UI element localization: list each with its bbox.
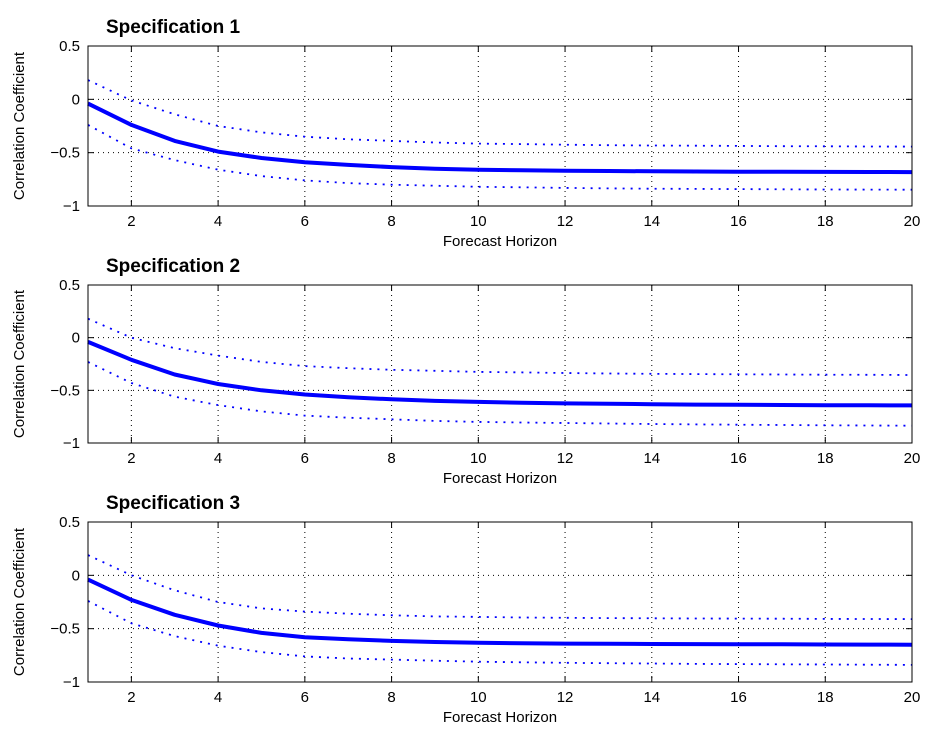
x-tick-label: 4 bbox=[214, 450, 222, 467]
lower-bound-line bbox=[87, 600, 913, 666]
x-tick-label: 12 bbox=[557, 213, 574, 230]
y-tick-label: −0.5 bbox=[50, 382, 80, 399]
x-tick-label: 6 bbox=[301, 450, 309, 467]
upper-bound-line bbox=[87, 79, 913, 148]
estimate-line bbox=[87, 577, 913, 647]
x-tick-label: 6 bbox=[301, 213, 309, 230]
x-tick-label: 8 bbox=[387, 689, 395, 706]
axes-frame bbox=[87, 284, 913, 444]
x-tick-label: 4 bbox=[214, 213, 222, 230]
x-tick-label: 16 bbox=[730, 213, 747, 230]
x-axis-label: Forecast Horizon bbox=[443, 470, 557, 487]
x-tick-label: 10 bbox=[470, 213, 487, 230]
y-tick-label: −1 bbox=[63, 435, 80, 452]
chart-panel-2: 2 4 6 8 10 12 14 16 18 20 0.5 0 −0.5 −1 Forecast Horiz… bbox=[11, 256, 920, 487]
x-axis-label: Forecast Horizon bbox=[443, 233, 557, 250]
y-tick-label: 0 bbox=[72, 330, 80, 347]
y-axis-label: Correlation Coefficient bbox=[11, 289, 28, 438]
x-tick-label: 18 bbox=[817, 450, 834, 467]
y-tick-label: 0 bbox=[72, 91, 80, 108]
panel-title: Specification 1 bbox=[106, 17, 241, 38]
lower-bound-line bbox=[87, 361, 913, 427]
y-tick-label: 0.5 bbox=[59, 38, 80, 55]
y-tick-label: 0 bbox=[72, 567, 80, 584]
x-tick-label: 14 bbox=[643, 213, 660, 230]
x-tick-label: 20 bbox=[904, 213, 921, 230]
estimate-line bbox=[87, 340, 913, 408]
x-tick-label: 18 bbox=[817, 689, 834, 706]
y-tick-label: −1 bbox=[63, 198, 80, 215]
panel-title: Specification 3 bbox=[106, 493, 240, 514]
estimate-line bbox=[87, 101, 913, 175]
y-tick-label: 0.5 bbox=[59, 277, 80, 294]
x-tick-label: 12 bbox=[557, 689, 574, 706]
x-tick-label: 2 bbox=[127, 450, 135, 467]
x-axis-label: Forecast Horizon bbox=[443, 709, 557, 726]
y-axis-label: Correlation Coefficient bbox=[11, 527, 28, 676]
y-tick-label: 0.5 bbox=[59, 514, 80, 531]
x-tick-label: 14 bbox=[643, 450, 660, 467]
x-tick-label: 16 bbox=[730, 450, 747, 467]
axes-frame bbox=[87, 521, 913, 683]
upper-bound-line bbox=[87, 554, 913, 620]
x-tick-label: 14 bbox=[643, 689, 660, 706]
x-tick-label: 20 bbox=[904, 450, 921, 467]
chart-panel-3: 2 4 6 8 10 12 14 16 18 20 0.5 0 −0.5 −1 Forecast Horiz… bbox=[11, 493, 920, 726]
x-tick-label: 16 bbox=[730, 689, 747, 706]
lower-bound-line bbox=[87, 124, 913, 191]
x-tick-label: 8 bbox=[387, 450, 395, 467]
x-tick-label: 20 bbox=[904, 689, 921, 706]
x-tick-label: 8 bbox=[387, 213, 395, 230]
x-tick-label: 10 bbox=[470, 450, 487, 467]
x-tick-label: 12 bbox=[557, 450, 574, 467]
x-tick-label: 6 bbox=[301, 689, 309, 706]
axes-frame bbox=[87, 45, 913, 207]
panel-title: Specification 2 bbox=[106, 256, 240, 277]
x-tick-label: 2 bbox=[127, 689, 135, 706]
x-tick-label: 10 bbox=[470, 689, 487, 706]
upper-bound-line bbox=[87, 317, 913, 376]
y-tick-label: −0.5 bbox=[50, 621, 80, 638]
x-tick-label: 18 bbox=[817, 213, 834, 230]
y-tick-label: −0.5 bbox=[50, 145, 80, 162]
x-tick-label: 4 bbox=[214, 689, 222, 706]
y-tick-label: −1 bbox=[63, 674, 80, 691]
x-tick-label: 2 bbox=[127, 213, 135, 230]
y-axis-label: Correlation Coefficient bbox=[11, 51, 28, 200]
chart-panel-1: 2 4 6 8 10 12 14 16 18 20 0.5 0 −0.5 −1 Forecast Horiz… bbox=[11, 17, 920, 250]
